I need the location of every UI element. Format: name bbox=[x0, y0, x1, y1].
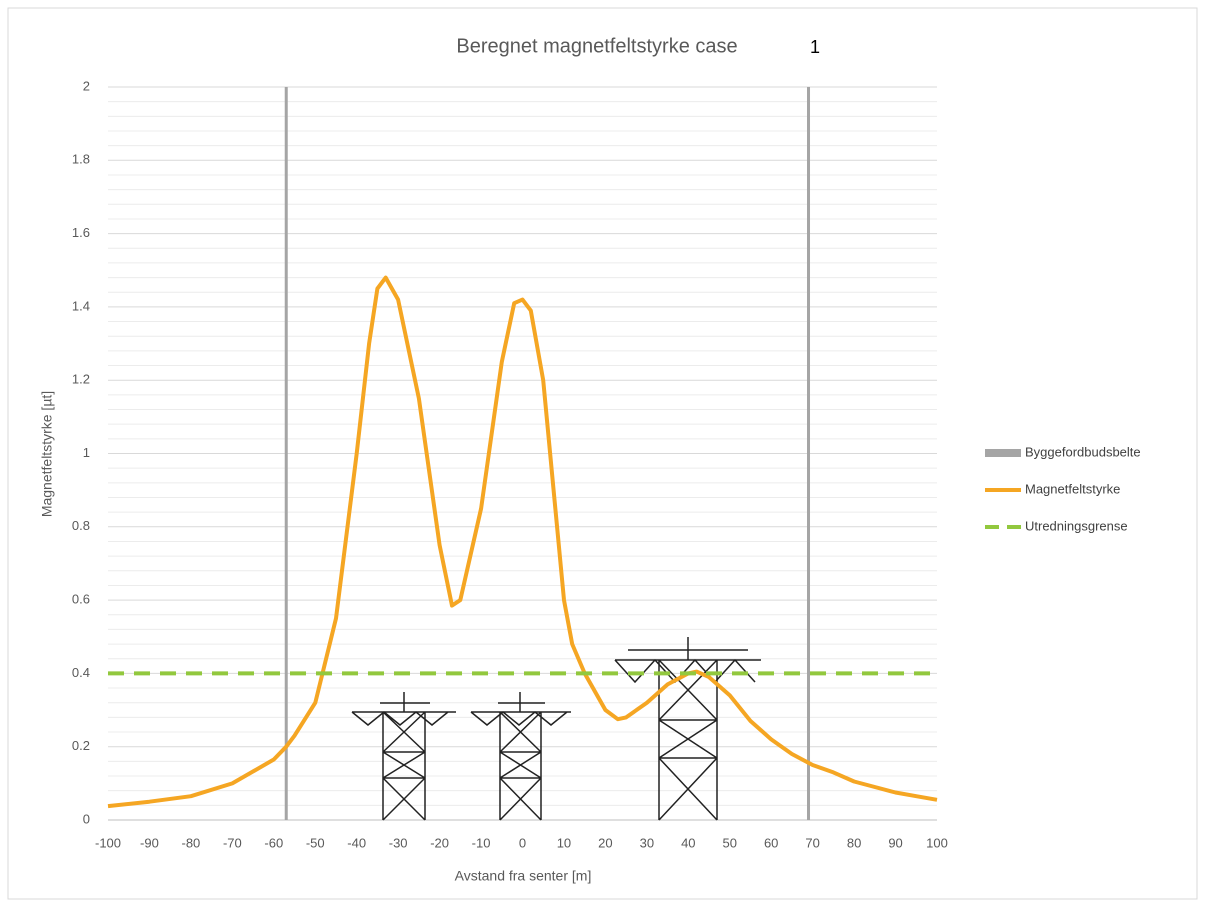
tower-icon bbox=[470, 692, 571, 821]
legend-swatch bbox=[985, 449, 1021, 457]
y-tick-label: 0.2 bbox=[72, 738, 90, 753]
legend-label: Byggefordbudsbelte bbox=[1025, 444, 1141, 459]
x-tick-label: 20 bbox=[598, 835, 612, 850]
x-tick-label: -30 bbox=[389, 835, 408, 850]
y-tick-label: 1.4 bbox=[72, 298, 90, 313]
legend-label: Utredningsgrense bbox=[1025, 518, 1128, 533]
x-tick-label: -40 bbox=[347, 835, 366, 850]
x-tick-label: -60 bbox=[264, 835, 283, 850]
y-tick-label: 0.6 bbox=[72, 592, 90, 607]
plot-area bbox=[107, 87, 938, 820]
y-axis-title: Magnetfeltstyrke [µt] bbox=[39, 391, 55, 517]
line-series bbox=[107, 275, 938, 809]
x-tick-label: -100 bbox=[95, 835, 121, 850]
legend-label: Magnetfeltstyrke bbox=[1025, 481, 1120, 496]
x-tick-label: 50 bbox=[723, 835, 737, 850]
x-tick-label: 60 bbox=[764, 835, 778, 850]
x-tick-label: 0 bbox=[519, 835, 526, 850]
grid bbox=[108, 86, 937, 821]
y-tick-label: 1.6 bbox=[72, 225, 90, 240]
x-tick-label: 80 bbox=[847, 835, 861, 850]
x-tick-label: 40 bbox=[681, 835, 695, 850]
x-tick-label: 30 bbox=[640, 835, 654, 850]
x-tick-label: 10 bbox=[557, 835, 571, 850]
y-tick-label: 1.8 bbox=[72, 152, 90, 167]
x-tick-label: 70 bbox=[805, 835, 819, 850]
x-tick-label: -90 bbox=[140, 835, 159, 850]
x-tick-label: 100 bbox=[926, 835, 948, 850]
x-axis-title: Avstand fra senter [m] bbox=[455, 868, 592, 884]
tower-icon bbox=[351, 692, 456, 821]
x-tick-label: -50 bbox=[306, 835, 325, 850]
y-tick-label: 2 bbox=[83, 78, 90, 93]
x-tick-label: 90 bbox=[888, 835, 902, 850]
y-tick-label: 0 bbox=[83, 811, 90, 826]
y-tick-label: 1 bbox=[83, 445, 90, 460]
y-tick-label: 0.8 bbox=[72, 518, 90, 533]
tower-icon bbox=[614, 637, 761, 821]
chart-title-suffix: 1 bbox=[810, 37, 820, 57]
x-tick-label: -10 bbox=[472, 835, 491, 850]
chart-title: Beregnet magnetfeltstyrke case bbox=[456, 35, 737, 57]
y-tick-label: 0.4 bbox=[72, 665, 90, 680]
tower-icons bbox=[351, 637, 761, 821]
x-tick-label: -70 bbox=[223, 835, 242, 850]
y-tick-label: 1.2 bbox=[72, 372, 90, 387]
x-tick-label: -80 bbox=[182, 835, 201, 850]
x-tick-label: -20 bbox=[430, 835, 449, 850]
